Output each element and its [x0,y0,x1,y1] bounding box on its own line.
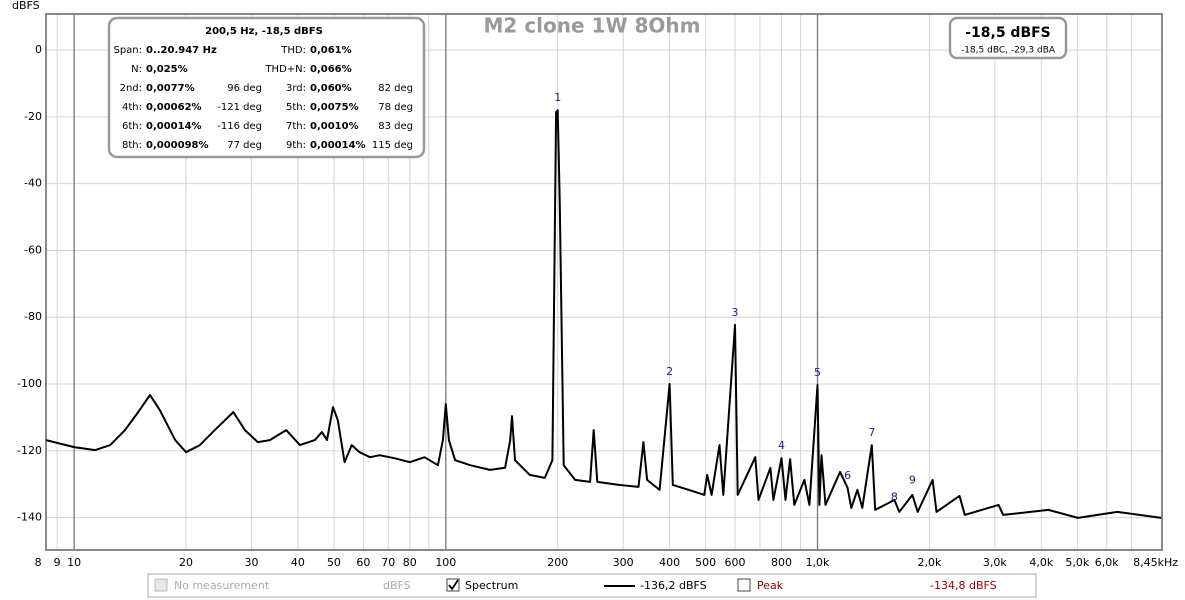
info-cell: 96 deg [227,83,262,94]
harmonic-label: 7 [868,426,875,439]
info-cell: 6th: [122,121,142,132]
unit-label: dBFS [383,579,411,592]
x-tick-label: 6,0k [1095,556,1119,569]
info-cell: -121 deg [217,102,262,113]
x-tick-label: 50 [327,556,341,569]
info-cell: 8th: [122,140,142,151]
spectrum-level: -136,2 dBFS [640,579,707,592]
info-title: 200,5 Hz, -18,5 dBFS [205,26,323,37]
info-cell: 4th: [122,102,142,113]
x-tick-label: 8 [35,556,42,569]
harmonic-label: 1 [554,91,561,104]
spectrum-line [46,109,1162,519]
x-tick-label: 100 [435,556,456,569]
info-cell: 0..20.947 Hz [146,45,217,56]
plot-area [46,109,1162,519]
level-box-frame [948,16,1068,60]
x-tick-label: 40 [291,556,305,569]
level-main: -18,5 dBFS [965,25,1051,41]
x-tick-label: 2,0k [917,556,941,569]
info-cell: 0,0075% [310,102,359,113]
harmonic-label: 3 [732,306,739,319]
level-sub: -18,5 dBC, -29,3 dBA [961,46,1056,56]
x-tick-label: 8,45kHz [1133,556,1178,569]
y-tick-label: -100 [17,377,42,390]
info-cell: 0,066% [310,64,352,75]
x-tick-label: 200 [547,556,568,569]
x-tick-label: 20 [179,556,193,569]
harmonic-label: 5 [814,366,821,379]
x-tick-label: 9 [54,556,61,569]
y-axis-label: dBFS [12,0,40,12]
legend-spectrum: Spectrum [465,579,518,592]
x-tick-label: 600 [725,556,746,569]
info-cell: 0,000098% [146,140,209,151]
peak-label: Peak [757,579,784,592]
info-cell: 7th: [286,121,306,132]
x-tick-label: 70 [381,556,395,569]
info-cell: 78 deg [378,102,413,113]
info-cell: 83 deg [378,121,413,132]
y-tick-label: -60 [24,243,42,256]
info-cell: 115 deg [372,140,413,151]
info-box: 200,5 Hz, -18,5 dBFS Span: 0..20.947 Hz TH… [107,16,426,159]
info-cell: 3rd: [286,83,306,94]
info-cell: Span: [113,45,142,56]
grid [46,14,1162,550]
info-cell: 5th: [286,102,306,113]
peak-level: -134,8 dBFS [930,579,997,592]
info-cell: -116 deg [217,121,262,132]
y-tick-label: -40 [24,177,42,190]
info-cell: N: [131,64,142,75]
info-cell: 0,0077% [146,83,195,94]
info-cell: 0,025% [146,64,188,75]
y-tick-label: -120 [17,444,42,457]
y-tick-label: -80 [24,310,42,323]
info-cell: 0,061% [310,45,352,56]
x-tick-label: 30 [244,556,258,569]
info-cell: 0,060% [310,83,352,94]
harmonic-label: 6 [844,469,851,482]
level-box: -18,5 dBFS -18,5 dBC, -29,3 dBA [948,16,1068,60]
info-cell: 2nd: [120,83,142,94]
x-tick-label: 800 [771,556,792,569]
info-box-frame [107,16,426,159]
x-tick-label: 5,0k [1065,556,1089,569]
x-tick-label: 1,0k [806,556,830,569]
y-tick-label: -140 [17,511,42,524]
plot-frame [45,13,1163,551]
status-frame [147,573,1037,598]
x-tick-label: 3,0k [983,556,1007,569]
info-cell: 0,0010% [310,121,359,132]
no-measurement: No measurement [174,579,270,592]
x-tick-label: 500 [695,556,716,569]
x-tick-label: 300 [613,556,634,569]
x-tick-label: 4,0k [1029,556,1053,569]
harmonic-label: 2 [666,365,673,378]
harmonic-label: 9 [909,474,916,487]
info-cell: 0,00014% [310,140,366,151]
info-cell: THD: [280,45,306,56]
checkbox-disabled [154,578,168,592]
harmonic-label: 4 [778,439,785,452]
info-cell: 77 deg [227,140,262,151]
harmonic-label: 8 [891,490,898,503]
x-tick-label: 10 [67,556,81,569]
chart-title: M2 clone 1W 8Ohm [484,14,701,38]
x-tick-label: 60 [356,556,370,569]
info-cell: 0,00014% [146,121,202,132]
info-cell: 82 deg [378,83,413,94]
y-tick-label: -20 [24,110,42,123]
x-tick-label: 80 [403,556,417,569]
checkmark [448,579,459,591]
y-tick-label: 0 [35,43,42,56]
info-cell: 9th: [286,140,306,151]
status-bar: No measurement dBFS Spectrum -136,2 dBFS… [147,573,1037,598]
info-cell: THD+N: [264,64,306,75]
info-cell: 0,00062% [146,102,202,113]
harmonic-labels: 1 2 3 4 5 6 7 89 [554,91,916,503]
x-tick-label: 400 [659,556,680,569]
peak-checkbox[interactable] [737,578,751,592]
